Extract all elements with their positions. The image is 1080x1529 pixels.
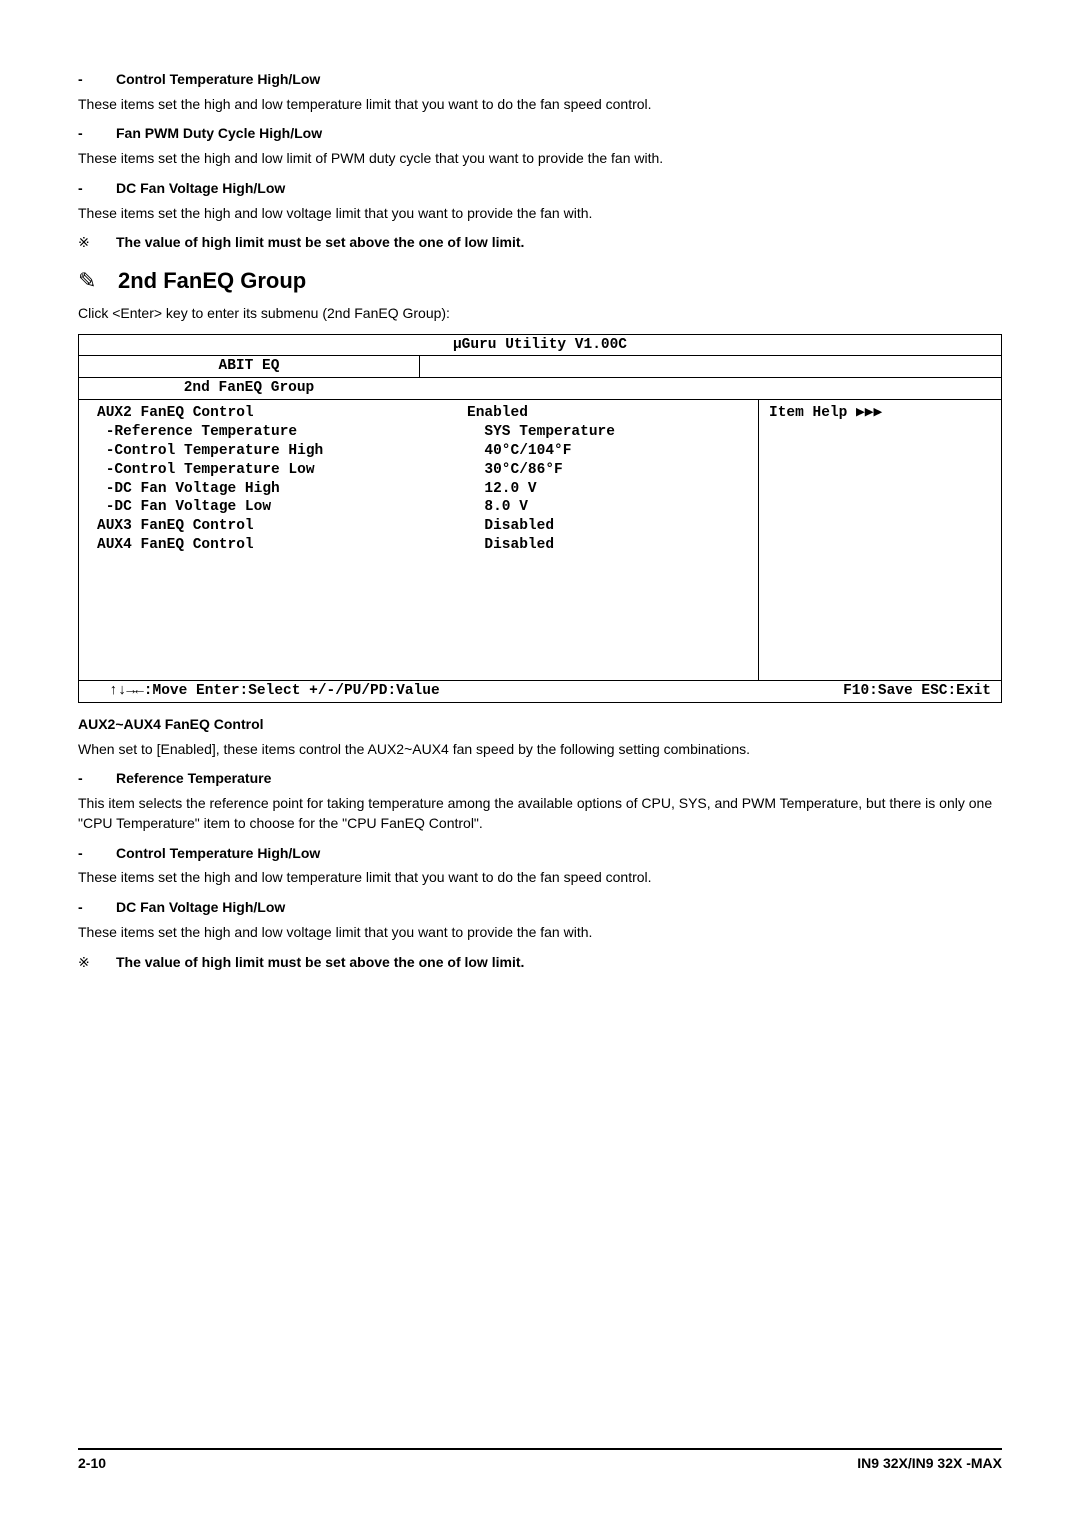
bios-row: -DC Fan Voltage Low 8.0 V bbox=[97, 498, 748, 517]
heading-text: 2nd FanEQ Group bbox=[118, 266, 306, 296]
section-title-ref-temp: -Reference Temperature bbox=[78, 769, 1002, 788]
bios-right-pane: Item Help ▶▶▶ bbox=[759, 400, 1001, 680]
bios-left-pane: AUX2 FanEQ ControlEnabled -Reference Tem… bbox=[79, 400, 759, 680]
section-title-fan-pwm: -Fan PWM Duty Cycle High/Low bbox=[78, 124, 1002, 143]
section-title-dc-fan-1: -DC Fan Voltage High/Low bbox=[78, 179, 1002, 198]
body-text: These items set the high and low limit o… bbox=[78, 149, 1002, 169]
bios-value: 8.0 V bbox=[467, 498, 748, 517]
bios-value: Enabled bbox=[467, 404, 748, 423]
bios-row: -Control Temperature High 40°C/104°F bbox=[97, 442, 748, 461]
bios-row: AUX4 FanEQ Control Disabled bbox=[97, 536, 748, 555]
title-text: DC Fan Voltage High/Low bbox=[116, 180, 285, 196]
bios-row: -Control Temperature Low 30°C/86°F bbox=[97, 461, 748, 480]
bios-value: Disabled bbox=[467, 536, 748, 555]
bios-label: -Control Temperature Low bbox=[97, 461, 467, 480]
dash: - bbox=[78, 179, 116, 198]
title-text: Reference Temperature bbox=[116, 770, 271, 786]
bios-main: AUX2 FanEQ ControlEnabled -Reference Tem… bbox=[79, 400, 1001, 680]
body-text: These items set the high and low tempera… bbox=[78, 95, 1002, 115]
bios-value: 12.0 V bbox=[467, 480, 748, 499]
bios-footer-left: ↑↓→←:Move Enter:Select +/-/PU/PD:Value bbox=[79, 681, 759, 702]
heading-subtext: Click <Enter> key to enter its submenu (… bbox=[78, 304, 1002, 324]
bios-value: Disabled bbox=[467, 517, 748, 536]
bios-value: SYS Temperature bbox=[467, 423, 748, 442]
note-text: The value of high limit must be set abov… bbox=[116, 954, 524, 970]
bios-label: AUX2 FanEQ Control bbox=[97, 404, 467, 423]
bios-footer-right: F10:Save ESC:Exit bbox=[759, 681, 1001, 702]
sub-head-aux: AUX2~AUX4 FanEQ Control bbox=[78, 715, 1002, 734]
product-name: IN9 32X/IN9 32X -MAX bbox=[857, 1454, 1002, 1473]
note-line-2: ※The value of high limit must be set abo… bbox=[78, 953, 1002, 972]
section-title-control-temp-1: -Control Temperature High/Low bbox=[78, 70, 1002, 89]
bios-item-help: Item Help ▶▶▶ bbox=[769, 405, 882, 421]
dash: - bbox=[78, 898, 116, 917]
bios-label: AUX3 FanEQ Control bbox=[97, 517, 467, 536]
note-line-1: ※The value of high limit must be set abo… bbox=[78, 233, 1002, 252]
bios-value: 30°C/86°F bbox=[467, 461, 748, 480]
note-symbol: ※ bbox=[78, 953, 116, 972]
note-symbol: ※ bbox=[78, 233, 116, 252]
bios-row: AUX2 FanEQ ControlEnabled bbox=[97, 404, 748, 423]
bios-value: 40°C/104°F bbox=[467, 442, 748, 461]
bios-label: AUX4 FanEQ Control bbox=[97, 536, 467, 555]
dash: - bbox=[78, 70, 116, 89]
section-title-control-temp-2: -Control Temperature High/Low bbox=[78, 844, 1002, 863]
bios-footer: ↑↓→←:Move Enter:Select +/-/PU/PD:Value F… bbox=[79, 680, 1001, 702]
dash: - bbox=[78, 769, 116, 788]
body-text: This item selects the reference point fo… bbox=[78, 794, 1002, 833]
bios-title: μGuru Utility V1.00C bbox=[79, 335, 1001, 357]
bios-label: -Control Temperature High bbox=[97, 442, 467, 461]
bios-group-row: 2nd FanEQ Group bbox=[79, 378, 1001, 400]
page-number: 2-10 bbox=[78, 1454, 106, 1473]
bios-sub-left: ABIT EQ bbox=[79, 356, 420, 377]
body-text: These items set the high and low voltage… bbox=[78, 204, 1002, 224]
bios-panel: μGuru Utility V1.00C ABIT EQ 2nd FanEQ G… bbox=[78, 334, 1002, 703]
bios-group-right bbox=[419, 378, 1001, 399]
bios-sub-right bbox=[420, 356, 1001, 377]
section-title-dc-fan-2: -DC Fan Voltage High/Low bbox=[78, 898, 1002, 917]
bios-label: -DC Fan Voltage Low bbox=[97, 498, 467, 517]
dash: - bbox=[78, 124, 116, 143]
bios-row: AUX3 FanEQ Control Disabled bbox=[97, 517, 748, 536]
page-footer: 2-10 IN9 32X/IN9 32X -MAX bbox=[78, 1448, 1002, 1473]
footer-row: 2-10 IN9 32X/IN9 32X -MAX bbox=[78, 1454, 1002, 1473]
bios-row: -DC Fan Voltage High 12.0 V bbox=[97, 480, 748, 499]
bios-label: -DC Fan Voltage High bbox=[97, 480, 467, 499]
dash: - bbox=[78, 844, 116, 863]
title-text: Control Temperature High/Low bbox=[116, 71, 320, 87]
footer-rule bbox=[78, 1448, 1002, 1450]
bios-label: -Reference Temperature bbox=[97, 423, 467, 442]
body-text: These items set the high and low voltage… bbox=[78, 923, 1002, 943]
title-text: Control Temperature High/Low bbox=[116, 845, 320, 861]
title-text: Fan PWM Duty Cycle High/Low bbox=[116, 125, 322, 141]
note-text: The value of high limit must be set abov… bbox=[116, 234, 524, 250]
heading-icon: ✎ bbox=[78, 266, 118, 296]
heading-2nd-faneq: ✎ 2nd FanEQ Group bbox=[78, 266, 1002, 296]
bios-row: -Reference Temperature SYS Temperature bbox=[97, 423, 748, 442]
bios-group-left: 2nd FanEQ Group bbox=[79, 378, 419, 399]
bios-sub-row: ABIT EQ bbox=[79, 356, 1001, 378]
title-text: DC Fan Voltage High/Low bbox=[116, 899, 285, 915]
body-text: These items set the high and low tempera… bbox=[78, 868, 1002, 888]
body-text: When set to [Enabled], these items contr… bbox=[78, 740, 1002, 760]
